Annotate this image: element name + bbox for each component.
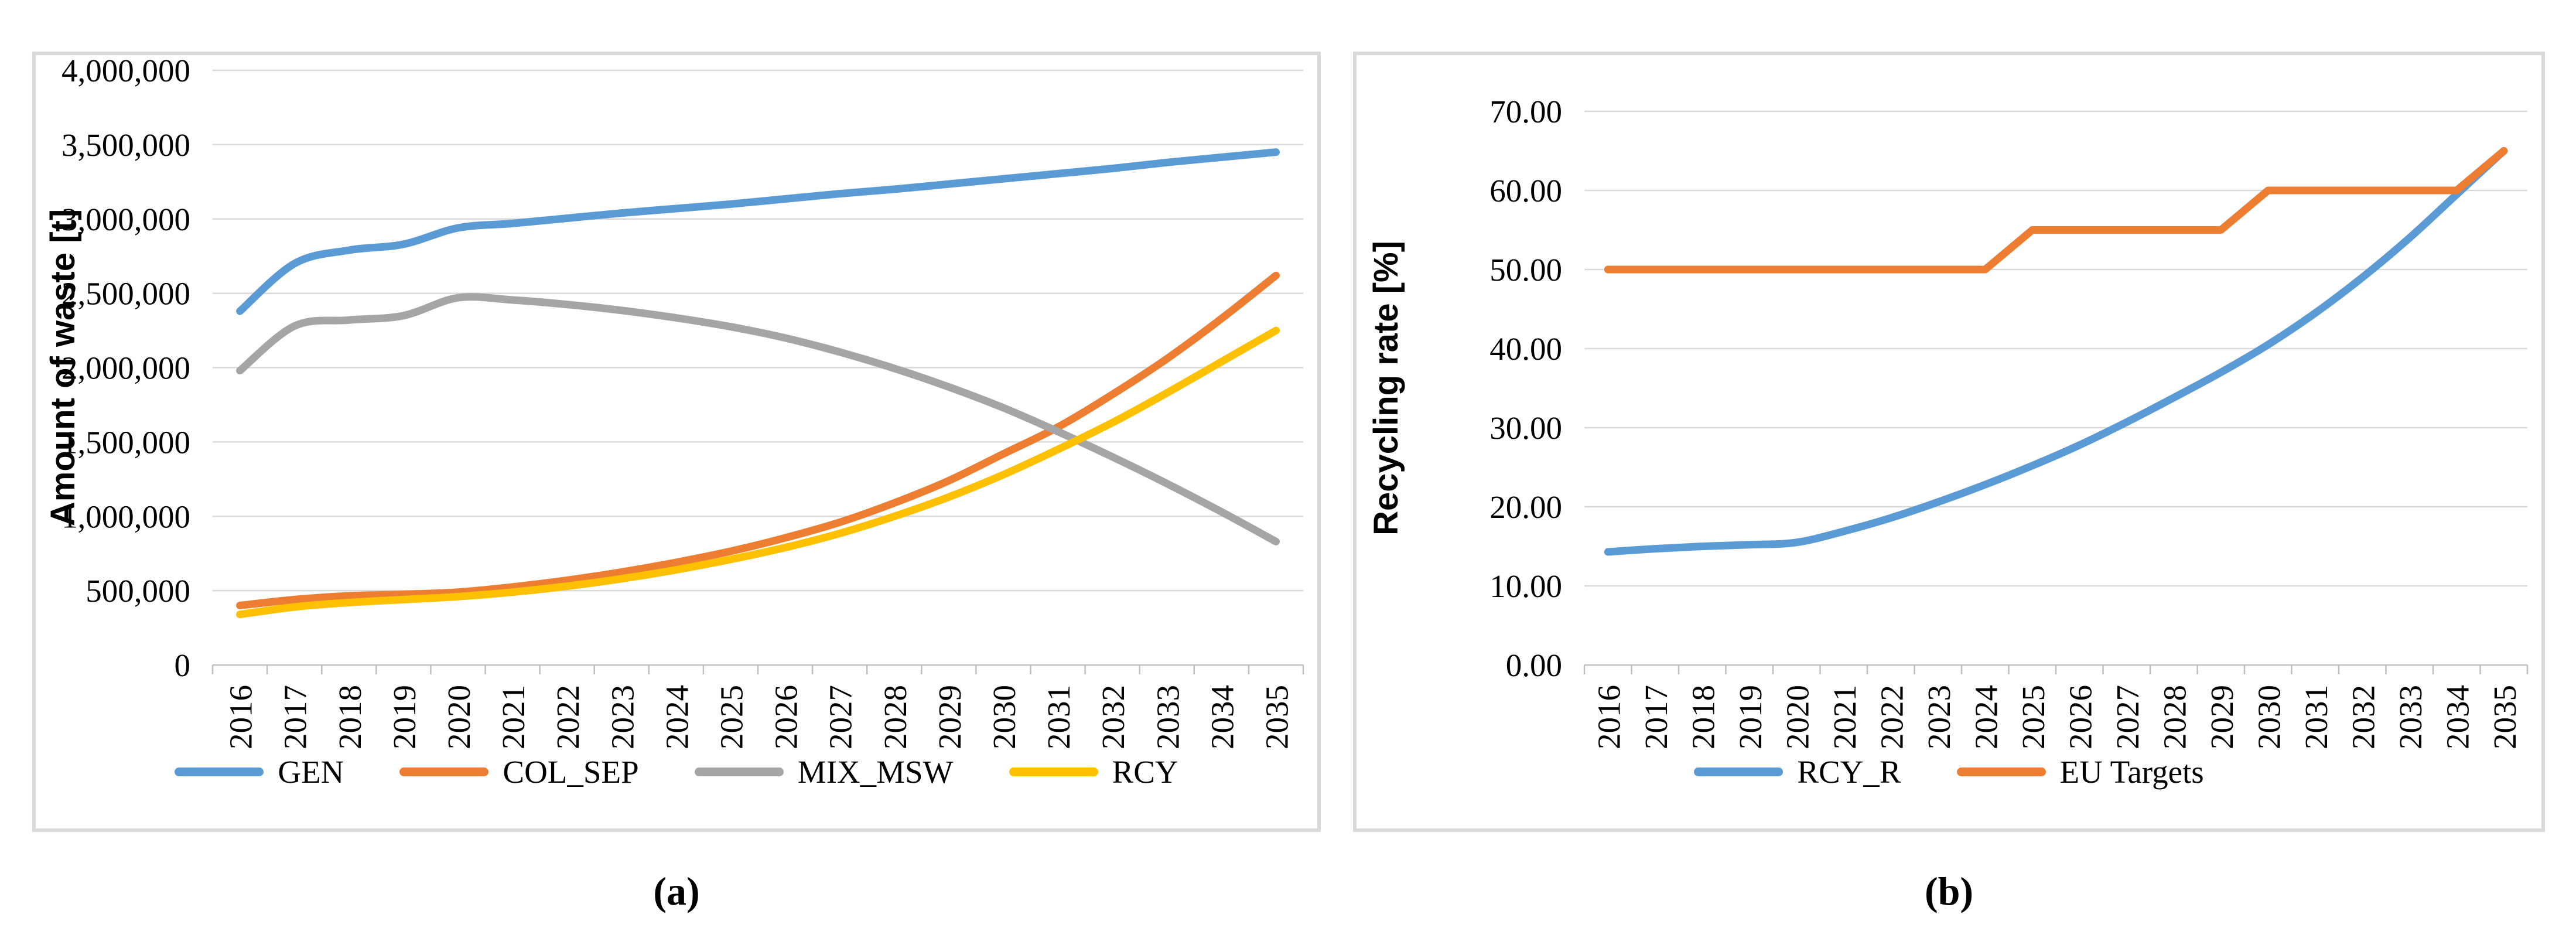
- caption-b: (b): [1924, 869, 1974, 913]
- chart-a-legend: GEN COL_SEP MIX_MSW RCY: [36, 753, 1317, 790]
- legend-label: RCY_R: [1797, 754, 1901, 790]
- y-tick-label: 60.00: [1489, 173, 1562, 209]
- legend-item-rcy-r: RCY_R: [1694, 753, 1901, 790]
- x-tick-label: 2026: [768, 685, 804, 749]
- legend-label: EU Targets: [2059, 754, 2204, 790]
- x-tick-label: 2020: [1779, 685, 1815, 749]
- x-tick-label: 2017: [1638, 685, 1674, 749]
- chart-panel-a: 4,000,000 3,500,000 3,000,000 2,500,000 2,00…: [32, 52, 1321, 832]
- x-tick-label: 2035: [2487, 685, 2523, 749]
- y-tick-label: 30.00: [1489, 410, 1562, 446]
- y-tick-label: 1,500,000: [62, 424, 190, 460]
- legend-item-rcy: RCY: [1009, 753, 1178, 790]
- x-tick-label: 2033: [2393, 685, 2428, 749]
- x-tick-label: 2034: [1204, 685, 1240, 749]
- x-tick-label: 2030: [986, 685, 1022, 749]
- x-tick-label: 2033: [1150, 685, 1185, 749]
- chart-b-legend: RCY_R EU Targets: [1357, 753, 2541, 790]
- x-tick-label: 2020: [441, 685, 477, 749]
- y-tick-label: 0.00: [1506, 647, 1562, 683]
- chart-panel-b: 70.00 60.00 50.00 40.00 30.00 20.00 10.00 0.00 2…: [1353, 52, 2545, 832]
- y-tick-label: 4,000,000: [62, 55, 190, 88]
- y-tick-label: 3,500,000: [62, 127, 190, 163]
- x-tick-label: 2022: [550, 685, 586, 749]
- x-tick-label: 2021: [1827, 685, 1863, 749]
- x-tick-label: 2017: [278, 685, 313, 749]
- x-tick-label: 2024: [1968, 685, 2004, 749]
- x-tick-label: 2030: [2251, 685, 2287, 749]
- x-tick-label: 2027: [2110, 685, 2145, 749]
- y-tick-label: 70.00: [1489, 94, 1562, 129]
- x-tick-label: 2028: [877, 685, 913, 749]
- x-tick-label: 2031: [1041, 685, 1077, 749]
- y-tick-label: 2,500,000: [62, 276, 190, 312]
- x-tick-label: 2025: [713, 685, 749, 749]
- legend-swatch-icon: [175, 768, 264, 776]
- series-line-gen: [236, 148, 1280, 315]
- waste-amount-chart: 4,000,000 3,500,000 3,000,000 2,500,000 2,00…: [44, 55, 1304, 749]
- x-tick-label: 2035: [1259, 685, 1294, 749]
- legend-swatch-icon: [1956, 768, 2046, 776]
- y-tick-label: 2,000,000: [62, 350, 190, 386]
- legend-swatch-icon: [694, 768, 784, 776]
- y-tick-label: 10.00: [1489, 568, 1562, 604]
- y-axis-title: Amount of waste [t]: [44, 209, 82, 526]
- legend-label: COL_SEP: [503, 754, 639, 790]
- x-tick-label: 2031: [2298, 685, 2334, 749]
- y-tick-label: 500,000: [86, 573, 190, 609]
- legend-item-gen: GEN: [175, 753, 344, 790]
- x-tick-label: 2027: [823, 685, 859, 749]
- y-tick-label: 0: [175, 647, 191, 683]
- x-tick-label: 2024: [659, 685, 695, 749]
- x-tick-label: 2019: [387, 685, 422, 749]
- x-tick-label: 2018: [1685, 685, 1721, 749]
- series-line-rcy: [236, 326, 1280, 619]
- x-tick-label: 2021: [496, 685, 531, 749]
- y-tick-label: 20.00: [1489, 489, 1562, 525]
- y-tick-label: 3,000,000: [62, 202, 190, 237]
- legend-swatch-icon: [1694, 768, 1784, 776]
- x-tick-label: 2016: [1591, 685, 1627, 749]
- legend-item-col-sep: COL_SEP: [399, 753, 639, 790]
- x-tick-label: 2025: [2015, 685, 2051, 749]
- series-line-eu-targets: [1604, 147, 2508, 274]
- x-tick-label: 2022: [1874, 685, 1909, 749]
- x-tick-label: 2029: [932, 685, 968, 749]
- y-axis-title: Recycling rate [%]: [1367, 241, 1405, 535]
- legend-swatch-icon: [399, 768, 489, 776]
- y-tick-label: 1,000,000: [62, 499, 190, 534]
- legend-label: RCY: [1112, 754, 1178, 790]
- legend-swatch-icon: [1009, 768, 1098, 776]
- series-line-rcy-r: [1604, 147, 2508, 556]
- y-tick-label: 40.00: [1489, 331, 1562, 367]
- x-tick-label: 2028: [2157, 685, 2192, 749]
- x-tick-label: 2026: [2062, 685, 2098, 749]
- legend-label: MIX_MSW: [797, 754, 954, 790]
- x-tick-label: 2018: [332, 685, 368, 749]
- legend-label: GEN: [278, 754, 344, 790]
- caption-a: (a): [653, 869, 700, 913]
- series-line-mix-msw: [236, 293, 1280, 545]
- y-tick-label: 50.00: [1489, 252, 1562, 288]
- x-tick-label: 2023: [1921, 685, 1957, 749]
- x-tick-label: 2016: [223, 685, 259, 749]
- legend-item-mix-msw: MIX_MSW: [694, 753, 954, 790]
- x-tick-label: 2034: [2440, 685, 2475, 749]
- series-line-col-sep: [236, 271, 1280, 609]
- legend-item-eu-targets: EU Targets: [1956, 753, 2204, 790]
- x-tick-label: 2032: [2345, 685, 2381, 749]
- x-tick-label: 2019: [1733, 685, 1768, 749]
- x-tick-label: 2032: [1095, 685, 1131, 749]
- x-tick-label: 2023: [604, 685, 640, 749]
- recycling-rate-chart: 70.00 60.00 50.00 40.00 30.00 20.00 10.00 0.00 2…: [1367, 94, 2529, 749]
- x-tick-label: 2029: [2204, 685, 2240, 749]
